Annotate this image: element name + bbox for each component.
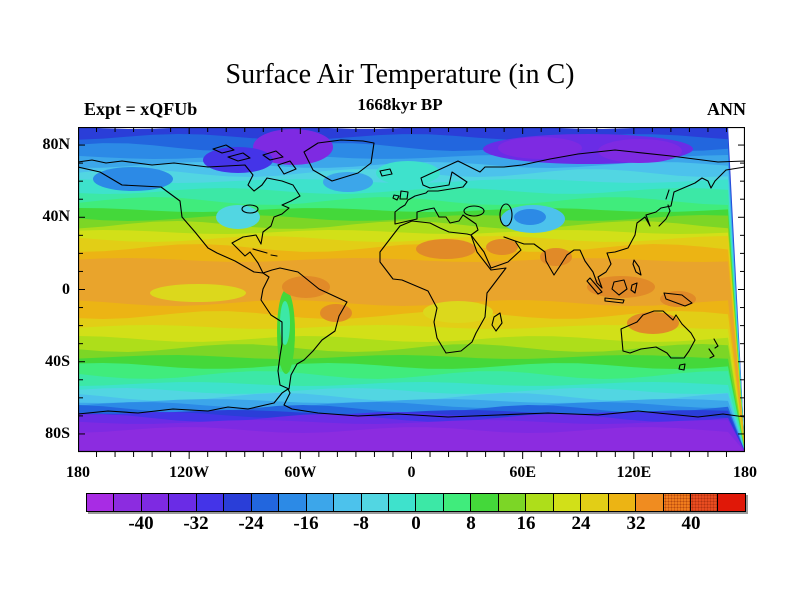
colorbar-tick-label: 24	[571, 513, 591, 534]
colorbar-cell	[361, 494, 389, 511]
temperature-anomaly-patch	[486, 239, 518, 255]
lon-axis-label: 60W	[284, 464, 317, 481]
temperature-anomaly-patch	[203, 147, 273, 173]
colorbar-cell	[416, 494, 444, 511]
coastline-new-zealand	[678, 338, 719, 371]
colorbar-cell	[306, 494, 335, 511]
temperature-anomaly-patch	[660, 291, 696, 307]
lon-axis-label: 0	[407, 464, 416, 481]
colorbar-cell	[169, 494, 197, 511]
colorbar-tick-label: 40	[681, 513, 701, 534]
temperature-anomaly-patch	[253, 129, 333, 165]
colorbar-cell	[526, 494, 554, 511]
world-temperature-map	[77, 125, 746, 459]
coastlines	[77, 139, 746, 418]
lon-axis-label: 60E	[509, 464, 536, 481]
colorbar-cell	[608, 494, 637, 511]
colorbar-cell	[114, 494, 142, 511]
temperature-anomaly-patch	[540, 248, 572, 266]
colorbar-cell	[690, 494, 719, 511]
coastline-iceland	[379, 168, 393, 177]
lat-axis-label: 40S	[45, 352, 70, 370]
colorbar-cell	[196, 494, 225, 511]
temperature-anomaly-patch	[498, 137, 582, 159]
great-lakes-outline	[241, 204, 259, 214]
lon-axis-label: 180	[66, 464, 90, 481]
colorbar-cell	[718, 494, 745, 511]
temperature-anomaly-patch	[423, 301, 493, 323]
lat-axis-label: 80N	[42, 136, 70, 154]
colorbar-tick-label: -16	[293, 513, 319, 534]
colorbar-tick-label: -40	[128, 513, 154, 534]
coastline-greenland	[303, 139, 375, 182]
temperature-anomaly-patch	[376, 161, 440, 185]
colorbar-cell	[553, 494, 582, 511]
map-frame	[77, 126, 746, 453]
temperature-anomaly-patch	[320, 304, 352, 322]
temperature-band	[78, 427, 745, 452]
coastline-eurasia	[394, 149, 746, 289]
colorbar-tick-label: -32	[183, 513, 209, 534]
chart-subtitle: 1668kyr BP	[357, 95, 443, 114]
colorbar-cell	[471, 494, 499, 511]
lat-axis-label: 0	[62, 280, 70, 298]
temperature-anomaly-patch	[627, 312, 679, 334]
temperature-anomaly-patch	[150, 284, 246, 302]
coastline-japan	[658, 189, 671, 227]
temperature-anomaly-patch	[282, 276, 330, 298]
lat-axis-label: 40N	[42, 208, 70, 226]
colorbar-cell	[581, 494, 609, 511]
lon-axis-label: 120W	[169, 464, 210, 481]
coastline-north-america	[77, 159, 301, 274]
colorbar-cell	[251, 494, 280, 511]
temperature-anomaly-patch	[323, 172, 373, 192]
temperature-colorbar	[86, 493, 746, 512]
colorbar-tick-label: -24	[238, 513, 264, 534]
coastline-caribbean	[252, 248, 278, 257]
colorbar-tick-label: 0	[411, 513, 421, 534]
lon-axis-label: 180	[733, 464, 757, 481]
temperature-anomaly-patch	[216, 205, 260, 229]
experiment-label: Expt = xQFUb	[84, 99, 198, 119]
temperature-anomaly-patch	[93, 167, 173, 191]
caspian-sea-outline	[499, 203, 513, 227]
colorbar-tick-label: -8	[353, 513, 369, 534]
colorbar-cell	[224, 494, 252, 511]
map-axis-ticks	[79, 128, 744, 459]
coastline-australia	[620, 310, 696, 359]
black-sea-outline	[463, 205, 485, 217]
colorbar-cell	[279, 494, 307, 511]
colorbar-tick-label: 16	[516, 513, 536, 534]
coastline-indonesia	[586, 259, 693, 307]
season-label: ANN	[707, 99, 746, 119]
temperature-anomaly-patch	[514, 209, 546, 225]
colorbar-cell	[636, 494, 664, 511]
coastline-british-isles	[392, 190, 409, 201]
colorbar-cell	[663, 494, 691, 511]
coastline-arctic-islands	[212, 144, 297, 175]
coastline-antarctica	[77, 388, 746, 418]
colorbar-cell	[141, 494, 170, 511]
colorbar-cell	[443, 494, 472, 511]
colorbar-cell	[498, 494, 527, 511]
temperature-field-bands	[78, 125, 745, 452]
lat-axis-label: 80S	[45, 424, 70, 442]
coastline-africa	[379, 220, 507, 354]
temperature-anomaly-patches	[93, 129, 696, 374]
chart-title: Surface Air Temperature (in C)	[225, 59, 575, 90]
lon-axis-label: 120E	[616, 464, 652, 481]
colorbar-tick-label: 32	[626, 513, 646, 534]
colorbar-cell	[388, 494, 417, 511]
colorbar-cell	[334, 494, 362, 511]
temperature-anomaly-patch	[416, 239, 476, 259]
map-plot-area	[77, 125, 746, 459]
temperature-anomaly-patch	[587, 276, 655, 298]
colorbar-tick-label: 8	[466, 513, 476, 534]
coastline-south-america	[260, 267, 348, 390]
coastline-madagascar	[491, 312, 503, 332]
temperature-anomaly-patch	[598, 139, 682, 163]
colorbar-cell	[87, 494, 115, 511]
